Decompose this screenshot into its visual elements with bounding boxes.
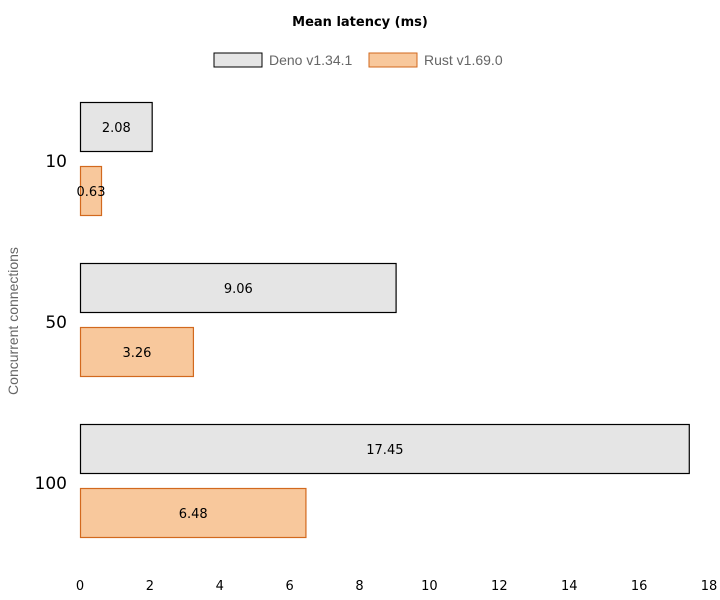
- legend-swatch-rust: [368, 52, 418, 68]
- bar: [79, 165, 103, 217]
- bar: [79, 101, 153, 153]
- category-label: 100: [35, 474, 67, 494]
- bar-value-label: 3.26: [122, 346, 151, 361]
- category-label: 10: [45, 152, 67, 172]
- x-tick-label: 14: [561, 579, 578, 594]
- x-tick-label: 0: [76, 579, 84, 594]
- x-tick-label: 10: [421, 579, 438, 594]
- y-axis-title: Concurrent connections: [5, 247, 21, 395]
- legend-label-deno: Deno v1.34.1: [269, 52, 352, 68]
- bar: [79, 262, 397, 314]
- x-tick-label: 2: [146, 579, 154, 594]
- bar-value-label: 9.06: [224, 282, 253, 297]
- bar-value-label: 2.08: [102, 121, 131, 136]
- legend-label-rust: Rust v1.69.0: [424, 52, 503, 68]
- bar-value-label: 17.45: [366, 443, 403, 458]
- x-axis-ticks: 0 2 4 6 8 10 12 14 16 18: [76, 579, 717, 594]
- x-tick-label: 6: [286, 579, 294, 594]
- plot-area: 10 2.08 0.63 50 9.06 3.26 100 17.45 6.48: [35, 101, 690, 539]
- legend-swatch-deno: [213, 52, 263, 68]
- legend: Deno v1.34.1 Rust v1.69.0: [213, 52, 503, 68]
- bar: [79, 423, 690, 475]
- x-tick-label: 8: [355, 579, 363, 594]
- x-tick-label: 4: [216, 579, 224, 594]
- x-tick-label: 12: [491, 579, 508, 594]
- bar: [79, 487, 307, 539]
- bar-value-label: 0.63: [77, 185, 106, 200]
- bar: [79, 326, 195, 378]
- legend-item-deno: Deno v1.34.1: [213, 52, 352, 68]
- category-label: 50: [45, 313, 67, 333]
- bar-value-label: 6.48: [179, 507, 208, 522]
- x-tick-label: 18: [701, 579, 718, 594]
- x-tick-label: 16: [631, 579, 648, 594]
- legend-item-rust: Rust v1.69.0: [368, 52, 503, 68]
- chart-title: Mean latency (ms): [292, 15, 428, 30]
